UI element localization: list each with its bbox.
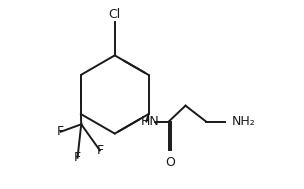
- Text: Cl: Cl: [109, 8, 121, 21]
- Text: O: O: [165, 156, 175, 169]
- Text: F: F: [57, 125, 64, 138]
- Text: F: F: [96, 144, 103, 157]
- Text: NH₂: NH₂: [232, 115, 256, 128]
- Text: HN: HN: [141, 115, 160, 128]
- Text: F: F: [74, 151, 81, 164]
